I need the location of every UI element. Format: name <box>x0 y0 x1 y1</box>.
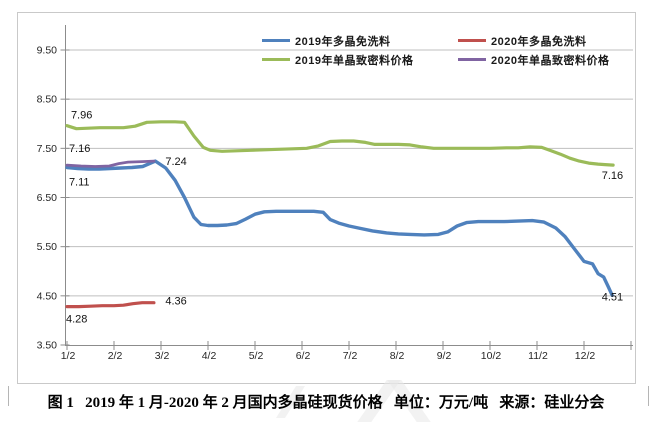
chart-legend: 2019年多晶免洗料 2020年多晶免洗料 2019年单晶致密料价格 2020年… <box>262 31 609 69</box>
legend-label: 2019年多晶免洗料 <box>295 35 391 48</box>
line-swatch-icon <box>262 58 290 61</box>
point-label: 7.16 <box>602 170 623 182</box>
series-line-2 <box>65 120 615 167</box>
legend-item-2019-mono: 2019年单晶致密料价格 <box>262 52 458 68</box>
y-tick-label: 4.50 <box>37 290 58 302</box>
x-tick-label: 2/2 <box>108 350 123 362</box>
x-tick-label: 5/2 <box>249 350 264 362</box>
x-tick-label: 4/2 <box>202 350 217 362</box>
y-tick-label: 9.50 <box>37 45 58 57</box>
y-tick-label: 8.50 <box>37 94 58 106</box>
figure-caption: 图 1 2019 年 1 月-2020 年 2 月国内多晶硅现货价格 单位：万元… <box>47 395 605 411</box>
legend-label: 2020年单晶致密料价格 <box>491 54 610 67</box>
cell-border-mark <box>648 386 649 406</box>
legend-label: 2019年单晶致密料价格 <box>295 54 414 67</box>
point-label: 7.24 <box>165 156 186 168</box>
x-tick-label: 10/2 <box>481 350 502 362</box>
point-label: 4.28 <box>66 314 87 326</box>
legend-label: 2020年多晶免洗料 <box>491 35 587 48</box>
x-tick-label: 6/2 <box>296 350 311 362</box>
point-label: 7.11 <box>69 177 90 189</box>
series-line-1 <box>65 301 156 309</box>
point-label: 7.96 <box>71 110 92 122</box>
line-swatch-icon <box>458 58 486 61</box>
series-line-3 <box>65 159 156 168</box>
point-label: 7.16 <box>69 143 90 155</box>
x-tick-label: 9/2 <box>437 350 452 362</box>
x-tick-label: 7/2 <box>343 350 358 362</box>
line-swatch-icon <box>458 39 486 42</box>
y-tick-label: 3.50 <box>37 340 58 352</box>
x-tick-label: 1/2 <box>61 350 76 362</box>
y-tick-label: 6.50 <box>37 192 58 204</box>
x-tick-label: 3/2 <box>155 350 170 362</box>
y-tick-label: 7.50 <box>37 143 58 155</box>
x-tick-label: 8/2 <box>390 350 405 362</box>
legend-item-2020-multi: 2020年多晶免洗料 <box>458 33 609 49</box>
line-swatch-icon <box>262 39 290 42</box>
point-label: 4.36 <box>165 296 186 308</box>
point-label: 4.51 <box>602 291 623 303</box>
x-tick-label: 11/2 <box>528 350 548 362</box>
y-tick-label: 5.50 <box>37 241 58 253</box>
x-tick-label: 12/2 <box>575 350 596 362</box>
legend-item-2019-multi: 2019年多晶免洗料 <box>262 33 458 49</box>
series-line-0 <box>65 159 614 297</box>
legend-item-2020-mono: 2020年单晶致密料价格 <box>458 52 609 68</box>
cell-border-mark <box>8 386 9 406</box>
